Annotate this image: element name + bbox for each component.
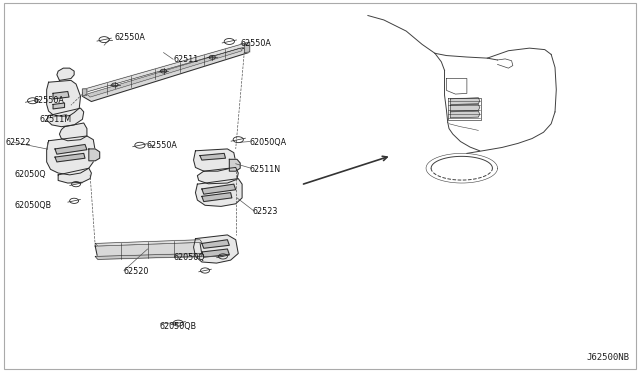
Text: 62050Q: 62050Q	[173, 253, 205, 262]
Polygon shape	[89, 149, 100, 161]
Polygon shape	[202, 193, 232, 202]
Text: 62050QA: 62050QA	[250, 138, 287, 147]
Polygon shape	[95, 240, 202, 246]
Polygon shape	[47, 80, 81, 116]
Text: 62511M: 62511M	[39, 115, 71, 124]
Text: 62550A: 62550A	[240, 39, 271, 48]
Polygon shape	[202, 240, 229, 248]
Polygon shape	[95, 242, 202, 258]
Polygon shape	[195, 179, 242, 206]
Polygon shape	[193, 235, 238, 263]
Polygon shape	[229, 159, 240, 171]
Text: 62550A: 62550A	[115, 33, 145, 42]
Polygon shape	[193, 149, 236, 171]
Polygon shape	[47, 108, 84, 127]
Polygon shape	[83, 48, 248, 102]
Polygon shape	[60, 123, 87, 141]
Polygon shape	[83, 89, 87, 96]
Text: 62520: 62520	[124, 267, 148, 276]
Polygon shape	[197, 167, 238, 184]
Text: 62511N: 62511N	[250, 165, 281, 174]
Polygon shape	[53, 103, 65, 109]
Polygon shape	[202, 184, 236, 194]
Polygon shape	[55, 144, 87, 154]
Text: 62522: 62522	[6, 138, 31, 147]
Polygon shape	[53, 92, 69, 99]
Polygon shape	[83, 43, 248, 92]
Polygon shape	[47, 136, 95, 175]
Text: 62511: 62511	[173, 55, 198, 64]
Polygon shape	[55, 153, 85, 162]
Polygon shape	[57, 68, 74, 80]
Polygon shape	[451, 105, 479, 111]
Polygon shape	[244, 42, 250, 52]
Text: 62050QB: 62050QB	[15, 201, 52, 210]
Text: 62550A: 62550A	[147, 141, 177, 151]
Polygon shape	[451, 98, 479, 105]
Polygon shape	[451, 111, 479, 118]
Text: 62050Q: 62050Q	[15, 170, 46, 179]
Polygon shape	[87, 48, 242, 97]
Polygon shape	[200, 153, 225, 160]
Text: 62050QB: 62050QB	[159, 322, 196, 331]
Polygon shape	[95, 253, 202, 259]
Text: 62550A: 62550A	[34, 96, 65, 105]
Polygon shape	[58, 168, 92, 183]
Text: 62523: 62523	[253, 208, 278, 217]
Text: J62500NB: J62500NB	[587, 353, 630, 362]
Polygon shape	[202, 249, 229, 257]
